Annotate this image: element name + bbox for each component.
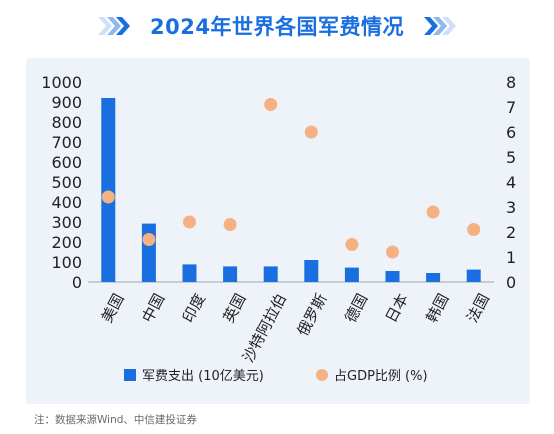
bar (223, 266, 238, 282)
x-tick-label: 韩国 (423, 291, 453, 326)
x-tick-label: 法国 (463, 291, 493, 326)
bar (385, 271, 400, 282)
scatter-point (426, 205, 440, 219)
x-tick-label: 中国 (138, 291, 168, 326)
scatter-point (345, 238, 359, 251)
legend-label: 军费支出 (10亿美元) (142, 369, 264, 384)
x-tick-label: 英国 (220, 291, 250, 326)
scatter-point (223, 218, 237, 231)
y-left-tick-label: 400 (51, 193, 82, 212)
y-left-tick-label: 800 (51, 113, 82, 132)
y-left-tick-label: 900 (51, 93, 82, 112)
double-chevron-right-icon (422, 15, 458, 37)
chart-title: 2024年世界各国军费情况 (150, 15, 404, 39)
scatter-point (142, 233, 156, 246)
y-right-tick-label: 4 (506, 173, 516, 192)
double-chevron-right-icon (96, 15, 132, 37)
bar (263, 266, 278, 282)
y-left-tick-label: 300 (51, 213, 82, 232)
bar (182, 264, 197, 282)
y-right-tick-label: 2 (506, 223, 516, 242)
legend-swatch-bar (124, 369, 136, 381)
x-tick-label: 德国 (341, 291, 371, 326)
legend-label: 占GDP比例 (%) (334, 369, 428, 384)
y-left-tick-label: 1000 (41, 73, 82, 92)
scatter-point (467, 223, 481, 236)
bar (304, 260, 319, 282)
y-left-tick-label: 500 (51, 173, 82, 192)
x-tick-label: 俄罗斯 (294, 291, 331, 339)
y-left-tick-label: 0 (72, 273, 82, 292)
x-tick-label: 印度 (179, 291, 209, 326)
y-right-tick-label: 6 (506, 123, 516, 142)
bar (426, 273, 441, 282)
chart-svg: 0100200300400500600700800900100001234567… (41, 73, 516, 384)
y-right-tick-label: 8 (506, 73, 516, 92)
bar (101, 98, 116, 282)
bar (141, 223, 156, 282)
scatter-point (386, 245, 399, 259)
y-right-tick-label: 3 (506, 198, 516, 217)
chart-panel: 0 100 200 300 400 500 600 700 800 900 1000 0 1 2 3 4 5 6 7… (26, 58, 530, 404)
bar (466, 269, 481, 282)
y-right-tick-label: 1 (506, 248, 516, 267)
scatter-point (183, 215, 196, 229)
scatter-point (264, 98, 278, 111)
y-right-tick-label: 5 (506, 148, 516, 167)
y-left-tick-label: 200 (51, 233, 82, 252)
y-left-tick-label: 100 (51, 253, 82, 272)
y-right-tick-label: 7 (506, 98, 516, 117)
legend-swatch-dot (316, 369, 328, 381)
bar (344, 267, 359, 282)
y-left-tick-label: 600 (51, 153, 82, 172)
chart-header: 2024年世界各国军费情况 (0, 0, 554, 52)
y-right-tick-label: 0 (506, 273, 516, 292)
scatter-point (101, 190, 115, 204)
footnote: 注：数据来源Wind、中信建投证券 (34, 414, 197, 426)
scatter-point (304, 125, 318, 139)
x-tick-label: 美国 (98, 291, 128, 326)
x-tick-label: 日本 (382, 291, 412, 326)
y-left-tick-label: 700 (51, 133, 82, 152)
